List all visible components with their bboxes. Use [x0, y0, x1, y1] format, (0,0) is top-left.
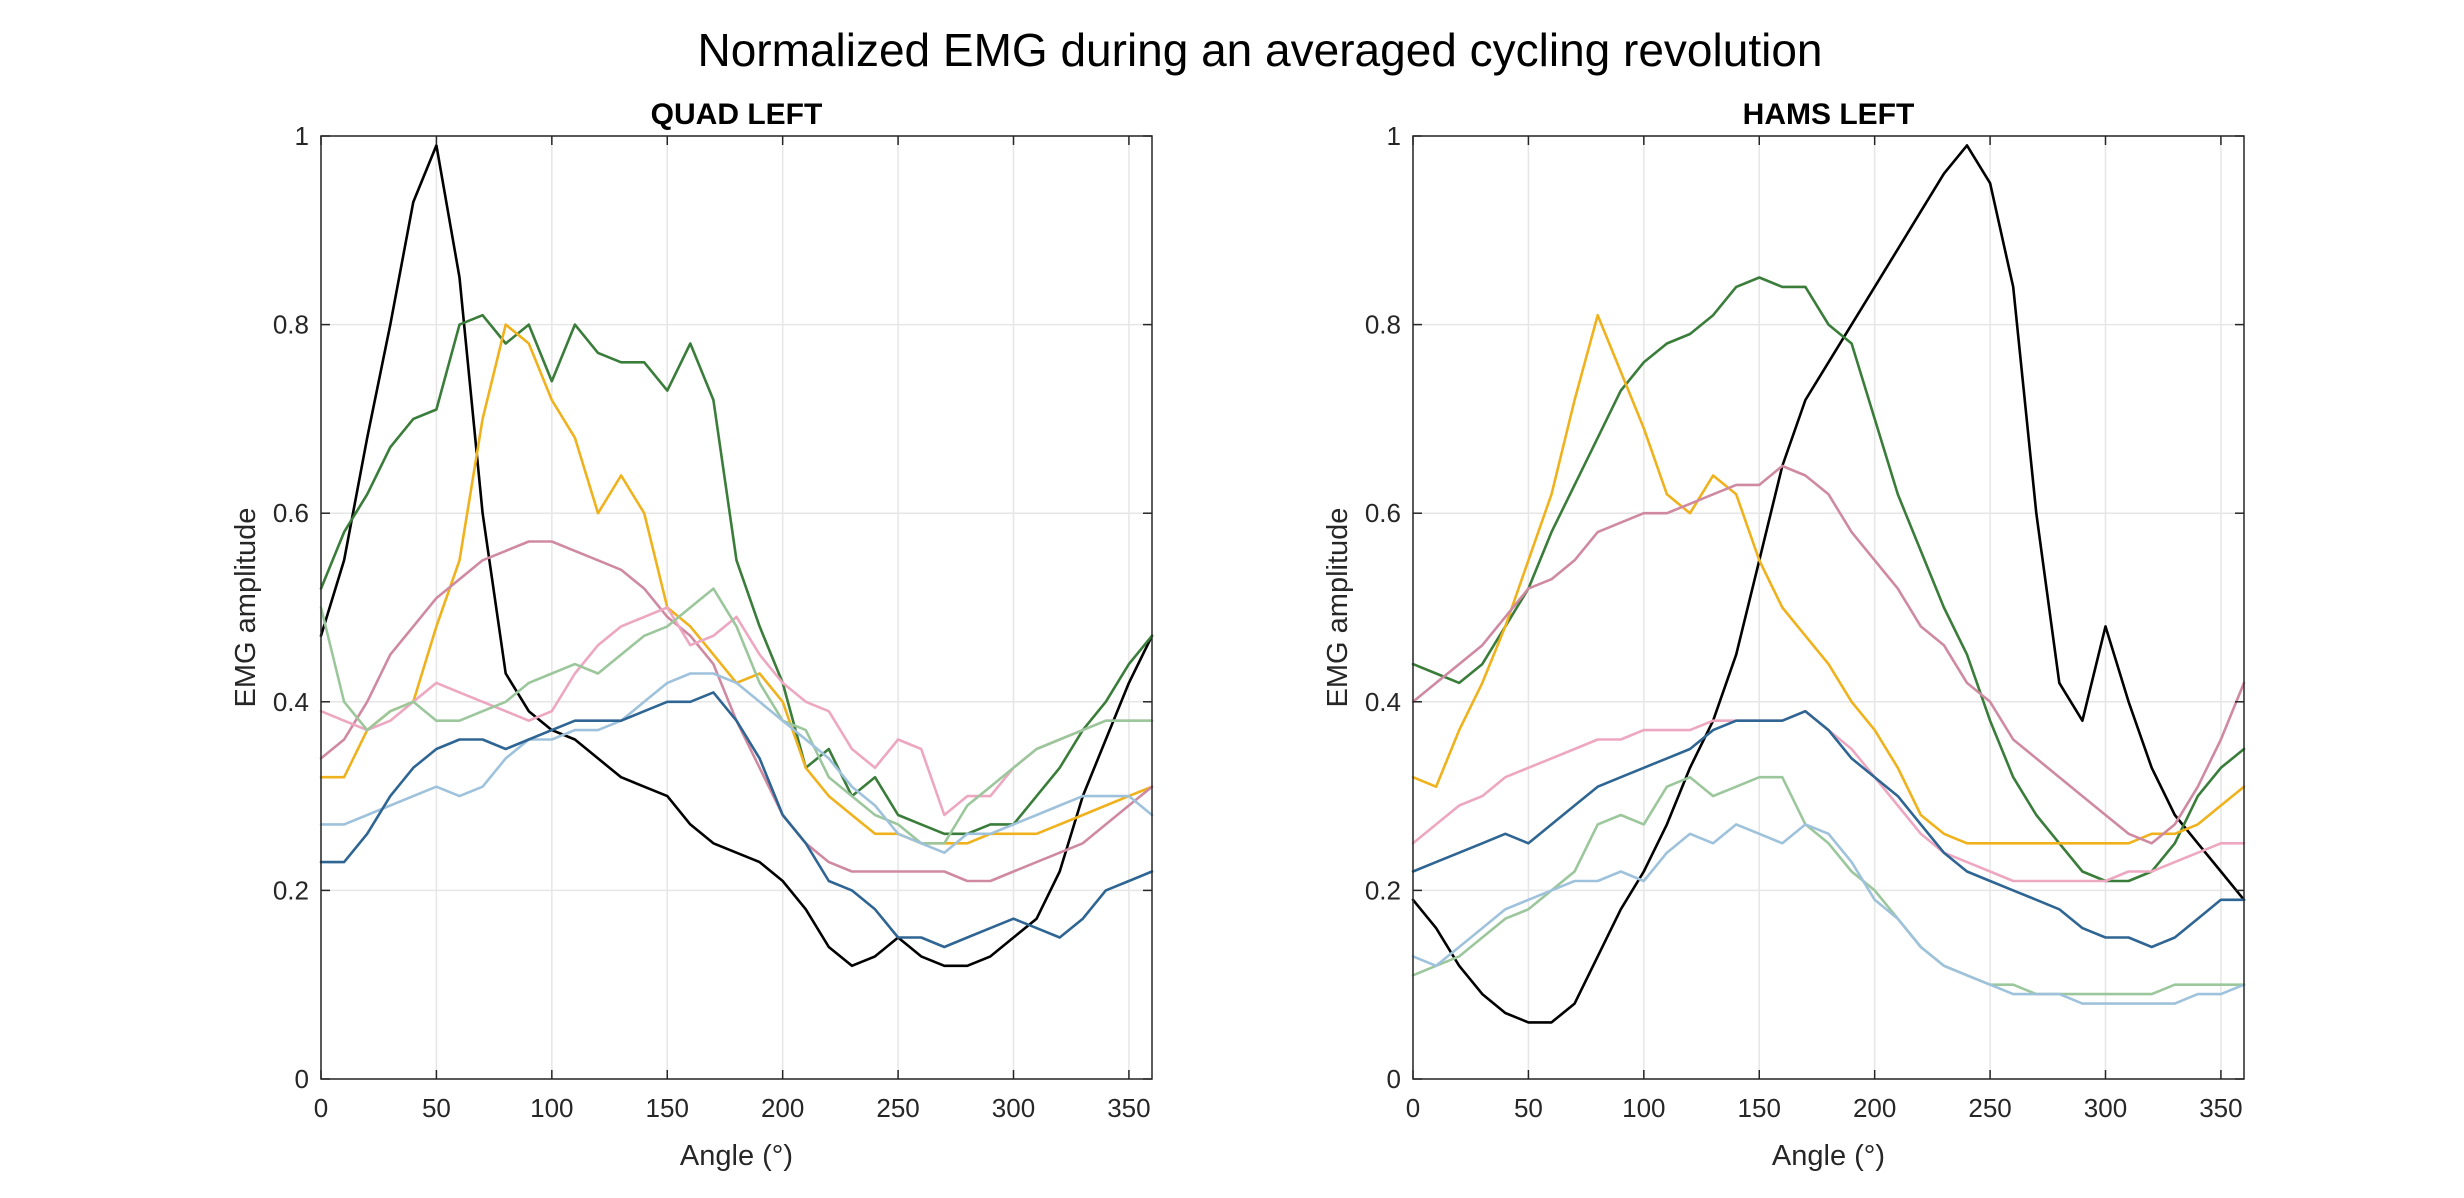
- y-tick-label: 0.8: [1365, 310, 1401, 340]
- axes-title: QUAD LEFT: [651, 98, 823, 131]
- series-line-1: [1411, 144, 2246, 1024]
- y-axis-label: EMG amplitude: [230, 508, 262, 708]
- series-line-6: [319, 587, 1154, 845]
- x-tick-label: 350: [2199, 1093, 2242, 1123]
- series-line-4: [1411, 464, 2246, 845]
- x-tick-label: 150: [646, 1093, 689, 1123]
- y-tick-label: 1: [295, 121, 309, 151]
- axes-title: HAMS LEFT: [1743, 98, 1915, 131]
- x-axis-label: Angle (°): [680, 1140, 793, 1172]
- x-tick-label: 200: [1853, 1093, 1896, 1123]
- series-line-6: [1411, 709, 2246, 949]
- y-tick-label: 0.4: [1365, 687, 1401, 717]
- y-axis-label: EMG amplitude: [1322, 508, 1354, 708]
- y-tick-label: 0: [1387, 1064, 1401, 1094]
- x-tick-label: 50: [422, 1093, 451, 1123]
- x-tick-label: 100: [530, 1093, 573, 1123]
- y-tick-label: 0: [295, 1064, 309, 1094]
- y-tick-label: 0.6: [273, 498, 309, 528]
- x-tick-label: 0: [314, 1093, 328, 1123]
- x-tick-label: 200: [761, 1093, 804, 1123]
- y-tick-label: 0.4: [273, 687, 309, 717]
- series-line-8: [1411, 823, 2246, 1005]
- series-line-8: [319, 691, 1154, 949]
- axes-frame: [1412, 135, 2245, 1080]
- x-tick-label: 250: [1968, 1093, 2011, 1123]
- x-tick-label: 350: [1107, 1093, 1150, 1123]
- x-tick-label: 250: [876, 1093, 919, 1123]
- y-tick-label: 0.2: [273, 875, 309, 905]
- quad-left-axes: 0 50 100 150 200 250 300 350 0 0.2 0.4 0.6 0.8 1 QUAD …: [230, 98, 1154, 1172]
- x-tick-label: 0: [1406, 1093, 1420, 1123]
- series-line-1: [319, 144, 1154, 968]
- axes-frame: [320, 135, 1153, 1080]
- x-tick-label: 150: [1738, 1093, 1781, 1123]
- x-tick-label: 50: [1514, 1093, 1543, 1123]
- x-tick-label: 100: [1622, 1093, 1665, 1123]
- y-tick-label: 0.6: [1365, 498, 1401, 528]
- x-tick-label: 300: [2084, 1093, 2127, 1123]
- x-axis-label: Angle (°): [1772, 1140, 1885, 1172]
- hams-left-axes: 0 50 100 150 200 250 300 350 0 0.2 0.4 0.6 0.8 1 HAMS …: [1322, 98, 2246, 1172]
- y-tick-label: 0.2: [1365, 875, 1401, 905]
- x-tick-label: 300: [992, 1093, 1035, 1123]
- y-tick-label: 0.8: [273, 310, 309, 340]
- series-line-7: [319, 672, 1154, 855]
- y-tick-label: 1: [1387, 121, 1401, 151]
- figure-title: Normalized EMG during an averaged cyclin…: [697, 24, 1822, 76]
- series-line-3: [1411, 313, 2246, 845]
